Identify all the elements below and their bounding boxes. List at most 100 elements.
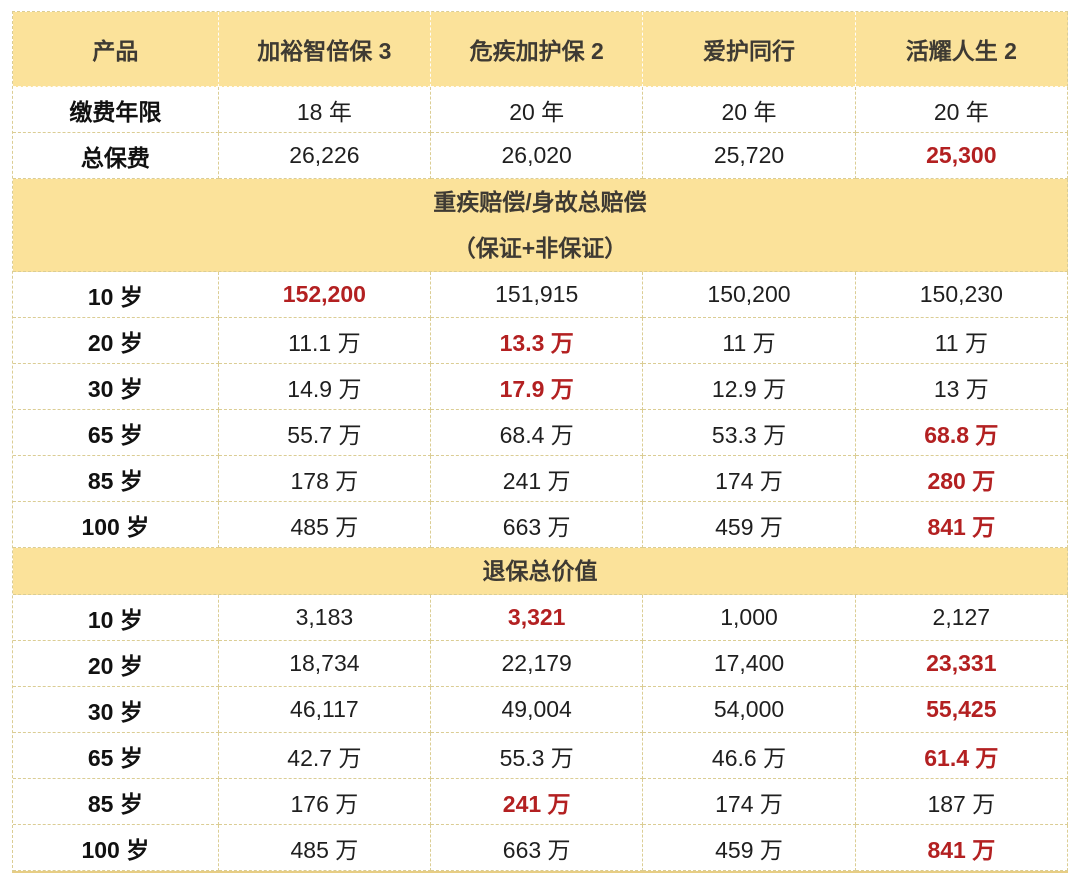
- value-cell-highlighted: 25,300: [855, 133, 1068, 179]
- section-title: 重疾赔偿/身故总赔偿 （保证+非保证）: [13, 179, 1068, 272]
- value-cell-highlighted: 841 万: [855, 502, 1068, 548]
- value-cell: 20 年: [643, 87, 856, 133]
- value-cell: 18 年: [218, 87, 432, 133]
- value-cell-highlighted: 152,200: [218, 272, 432, 318]
- value-cell-highlighted: 3,321: [431, 595, 644, 641]
- value-cell: 459 万: [643, 825, 856, 871]
- row-label: 30 岁: [13, 687, 219, 733]
- value-cell: 174 万: [643, 779, 856, 825]
- table-row: 85 岁 176 万 241 万 174 万 187 万: [13, 779, 1068, 825]
- value-cell: 176 万: [218, 779, 432, 825]
- value-cell: 2,127: [855, 595, 1068, 641]
- table-header: 产品 加裕智倍保 3 危疾加护保 2 爱护同行 活耀人生 2: [13, 12, 1068, 87]
- table-row: 100 岁 485 万 663 万 459 万 841 万: [13, 825, 1068, 871]
- value-cell: 55.7 万: [218, 410, 432, 456]
- value-cell-highlighted: 241 万: [431, 779, 644, 825]
- value-cell: 150,230: [855, 272, 1068, 318]
- value-cell: 17,400: [643, 641, 856, 687]
- table-row: 10 岁 152,200 151,915 150,200 150,230: [13, 272, 1068, 318]
- table-row: 10 岁 3,183 3,321 1,000 2,127: [13, 595, 1068, 641]
- value-cell-highlighted: 17.9 万: [431, 364, 644, 410]
- value-cell: 46.6 万: [643, 733, 856, 779]
- value-cell: 485 万: [218, 502, 432, 548]
- value-cell: 11 万: [855, 318, 1068, 364]
- section-title-row: 重疾赔偿/身故总赔偿 （保证+非保证）: [13, 179, 1068, 272]
- section-title: 退保总价值: [13, 548, 1068, 595]
- section-title-row: 退保总价值: [13, 548, 1068, 595]
- value-cell: 3,183: [218, 595, 432, 641]
- row-label: 20 岁: [13, 641, 219, 687]
- value-cell: 459 万: [643, 502, 856, 548]
- value-cell: 42.7 万: [218, 733, 432, 779]
- value-cell: 20 年: [431, 87, 644, 133]
- row-label: 20 岁: [13, 318, 219, 364]
- value-cell: 68.4 万: [431, 410, 644, 456]
- row-label: 10 岁: [13, 595, 219, 641]
- value-cell: 187 万: [855, 779, 1068, 825]
- value-cell: 663 万: [431, 825, 644, 871]
- table-body: 缴费年限 18 年 20 年 20 年 20 年总保费 26,226 26,020 25,72…: [13, 87, 1068, 871]
- value-cell-highlighted: 841 万: [855, 825, 1068, 871]
- table-row: 30 岁 46,117 49,004 54,000 55,425: [13, 687, 1068, 733]
- value-cell: 18,734: [218, 641, 432, 687]
- value-cell: 20 年: [855, 87, 1068, 133]
- row-label: 缴费年限: [13, 87, 219, 133]
- table-row: 30 岁 14.9 万 17.9 万 12.9 万 13 万: [13, 364, 1068, 410]
- table-row: 85 岁 178 万 241 万 174 万 280 万: [13, 456, 1068, 502]
- value-cell: 178 万: [218, 456, 432, 502]
- value-cell: 49,004: [431, 687, 644, 733]
- value-cell: 11.1 万: [218, 318, 432, 364]
- table-row: 缴费年限 18 年 20 年 20 年 20 年: [13, 87, 1068, 133]
- row-label: 100 岁: [13, 502, 219, 548]
- value-cell: 25,720: [643, 133, 856, 179]
- value-cell: 174 万: [643, 456, 856, 502]
- row-label: 85 岁: [13, 456, 219, 502]
- table-row: 65 岁 55.7 万 68.4 万 53.3 万 68.8 万: [13, 410, 1068, 456]
- row-label: 100 岁: [13, 825, 219, 871]
- value-cell: 54,000: [643, 687, 856, 733]
- value-cell: 46,117: [218, 687, 432, 733]
- row-label: 总保费: [13, 133, 219, 179]
- product-header-1: 加裕智倍保 3: [218, 12, 432, 87]
- row-label: 30 岁: [13, 364, 219, 410]
- table-row: 65 岁 42.7 万 55.3 万 46.6 万 61.4 万: [13, 733, 1068, 779]
- product-header-4: 活耀人生 2: [855, 12, 1068, 87]
- value-cell-highlighted: 55,425: [855, 687, 1068, 733]
- value-cell: 485 万: [218, 825, 432, 871]
- table-row: 20 岁 18,734 22,179 17,400 23,331: [13, 641, 1068, 687]
- value-cell: 22,179: [431, 641, 644, 687]
- row-label: 65 岁: [13, 733, 219, 779]
- row-label: 10 岁: [13, 272, 219, 318]
- value-cell-highlighted: 23,331: [855, 641, 1068, 687]
- value-cell: 11 万: [643, 318, 856, 364]
- value-cell: 26,226: [218, 133, 432, 179]
- product-header-2: 危疾加护保 2: [431, 12, 644, 87]
- value-cell: 151,915: [431, 272, 644, 318]
- value-cell: 663 万: [431, 502, 644, 548]
- header-row: 产品 加裕智倍保 3 危疾加护保 2 爱护同行 活耀人生 2: [13, 12, 1068, 87]
- value-cell-highlighted: 68.8 万: [855, 410, 1068, 456]
- value-cell: 53.3 万: [643, 410, 856, 456]
- product-header-3: 爱护同行: [643, 12, 856, 87]
- value-cell: 12.9 万: [643, 364, 856, 410]
- section-title-line: 退保总价值: [482, 558, 598, 584]
- value-cell: 150,200: [643, 272, 856, 318]
- section-title-line: （保证+非保证）: [452, 235, 628, 261]
- value-cell: 26,020: [431, 133, 644, 179]
- value-cell: 55.3 万: [431, 733, 644, 779]
- value-cell: 1,000: [643, 595, 856, 641]
- value-cell-highlighted: 280 万: [855, 456, 1068, 502]
- value-cell-highlighted: 61.4 万: [855, 733, 1068, 779]
- value-cell-highlighted: 13.3 万: [431, 318, 644, 364]
- row-label: 85 岁: [13, 779, 219, 825]
- row-label: 65 岁: [13, 410, 219, 456]
- value-cell: 14.9 万: [218, 364, 432, 410]
- value-cell: 241 万: [431, 456, 644, 502]
- table-row: 总保费 26,226 26,020 25,720 25,300: [13, 133, 1068, 179]
- corner-label: 产品: [13, 12, 219, 87]
- value-cell: 13 万: [855, 364, 1068, 410]
- table-row: 100 岁 485 万 663 万 459 万 841 万: [13, 502, 1068, 548]
- section-title-line: 重疾赔偿/身故总赔偿: [433, 189, 647, 215]
